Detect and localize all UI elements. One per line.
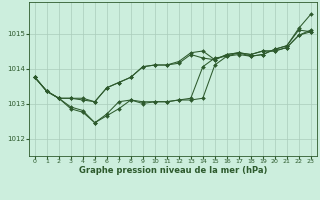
X-axis label: Graphe pression niveau de la mer (hPa): Graphe pression niveau de la mer (hPa): [79, 166, 267, 175]
